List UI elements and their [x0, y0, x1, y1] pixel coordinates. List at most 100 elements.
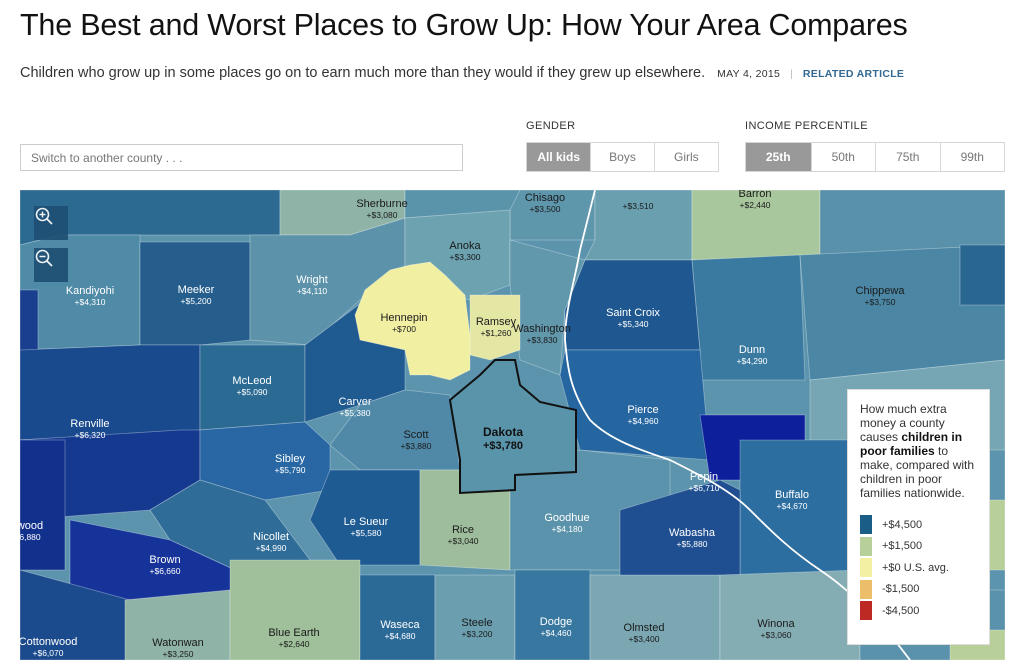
- map-legend: How much extra money a county causes chi…: [847, 389, 990, 645]
- county-label: Washington: [513, 323, 571, 335]
- county-value: +$6,660: [150, 566, 181, 576]
- county-value: +$3,200: [462, 629, 493, 639]
- page-title: The Best and Worst Places to Grow Up: Ho…: [20, 8, 908, 42]
- county-value: 6,880: [20, 532, 41, 542]
- legend-item: +$1,500: [860, 536, 977, 558]
- percentile-option-25th[interactable]: 25th: [746, 143, 811, 171]
- county-shape-waseca[interactable]: [359, 574, 436, 660]
- county-value: +$3,250: [163, 649, 194, 659]
- legend-description: How much extra money a county causes chi…: [860, 402, 975, 500]
- county-value: +$3,300: [450, 252, 481, 262]
- county-shape-chisago[interactable]: [509, 190, 596, 241]
- zoom-in-button[interactable]: [34, 206, 68, 240]
- county-shape-ramsey[interactable]: [469, 294, 521, 361]
- county-label: Steele: [461, 617, 492, 629]
- related-article-link[interactable]: RELATED ARTICLE: [802, 68, 905, 80]
- county-value: +$3,400: [629, 634, 660, 644]
- county-label: Sibley: [275, 453, 305, 465]
- county-value: +$5,790: [275, 465, 306, 475]
- county-label: Waseca: [380, 619, 420, 631]
- county-value: +$6,320: [75, 430, 106, 440]
- county-label: Chisago: [525, 192, 565, 204]
- county-shape-le-sueur[interactable]: [309, 469, 421, 566]
- county-value: +$5,200: [181, 296, 212, 306]
- county-shape-eau-claire[interactable]: [959, 244, 1005, 306]
- county-label: Barron: [738, 190, 771, 200]
- percentile-option-50th[interactable]: 50th: [810, 143, 875, 171]
- gender-option-all-kids[interactable]: All kids: [527, 143, 591, 171]
- county-value: +$4,960: [628, 416, 659, 426]
- county-value: +$700: [392, 324, 416, 334]
- legend-item: +$4,500: [860, 514, 977, 536]
- county-shape-blue-earth[interactable]: [229, 559, 361, 660]
- county-search-input[interactable]: [20, 144, 463, 171]
- county-shape-olmsted[interactable]: [589, 574, 721, 660]
- county-label: Dodge: [540, 616, 572, 628]
- county-label: Cottonwood: [20, 636, 77, 648]
- county-shape-saint-croix[interactable]: [564, 259, 701, 351]
- county-shape-renville[interactable]: [20, 344, 201, 441]
- river-line: [564, 190, 911, 660]
- county-shape-cottonwood[interactable]: [20, 569, 131, 660]
- county-value: +$3,500: [530, 204, 561, 214]
- county-label: Dunn: [739, 344, 765, 356]
- county-value: +$6,070: [33, 648, 64, 658]
- county-label: Chippewa: [856, 285, 906, 297]
- subtitle-row: Children who grow up in some places go o…: [20, 65, 904, 81]
- county-shape-dunn[interactable]: [691, 254, 806, 381]
- legend-item: -$1,500: [860, 579, 977, 601]
- county-value: +$6,710: [689, 483, 720, 493]
- county-shape-north-west[interactable]: [20, 190, 281, 246]
- county-value: +$4,670: [777, 501, 808, 511]
- county-label: Sherburne: [356, 198, 407, 210]
- county-value: +$3,040: [448, 536, 479, 546]
- county-value: +$3,080: [367, 210, 398, 220]
- county-value: +$4,990: [256, 543, 287, 553]
- county-shape-watonwan[interactable]: [124, 589, 231, 660]
- gender-selector: All kids Boys Girls: [526, 142, 719, 172]
- county-shape-rusk[interactable]: [819, 190, 1005, 256]
- income-percentile-label: INCOME PERCENTILE: [745, 120, 868, 132]
- gender-label: GENDER: [526, 120, 576, 132]
- legend-items: +$4,500 +$1,500 +$0 U.S. avg. -$1,500 -$…: [860, 514, 977, 622]
- county-label: Dakota: [483, 425, 523, 439]
- county-label: Scott: [403, 429, 428, 441]
- county-value: +$5,580: [351, 528, 382, 538]
- county-label: Anoka: [449, 240, 481, 252]
- county-value: +$3,060: [761, 630, 792, 640]
- county-label: Saint Croix: [606, 307, 660, 319]
- county-shape-chippewa[interactable]: [799, 244, 1005, 381]
- county-shape-dakota[interactable]: [448, 359, 577, 495]
- zoom-in-icon: [35, 207, 53, 225]
- county-shape-redwood-west[interactable]: [20, 439, 66, 571]
- percentile-option-99th[interactable]: 99th: [939, 143, 1004, 171]
- county-shape-dodge[interactable]: [514, 569, 591, 660]
- county-value: +$3,880: [401, 441, 432, 451]
- gender-option-girls[interactable]: Girls: [653, 143, 718, 171]
- county-label: Meeker: [178, 284, 215, 296]
- county-shape-winona[interactable]: [719, 569, 861, 660]
- county-value: +$3,780: [483, 440, 523, 452]
- county-value: +$5,380: [340, 408, 371, 418]
- county-label: Pepin: [690, 471, 718, 483]
- gender-option-boys[interactable]: Boys: [590, 143, 654, 171]
- county-shape-steele[interactable]: [434, 574, 516, 660]
- county-label: Rice: [452, 524, 474, 536]
- county-value: +$4,290: [737, 356, 768, 366]
- county-value: +$5,340: [618, 319, 649, 329]
- county-shape-pierce[interactable]: [559, 349, 711, 461]
- county-shape-wabasha[interactable]: [619, 479, 741, 581]
- percentile-option-75th[interactable]: 75th: [875, 143, 940, 171]
- county-label: Winona: [757, 618, 795, 630]
- county-label: McLeod: [232, 375, 271, 387]
- county-label: wood: [20, 520, 43, 532]
- county-label: Olmsted: [624, 622, 665, 634]
- zoom-out-button[interactable]: [34, 248, 68, 282]
- county-value: +$4,110: [297, 286, 328, 296]
- county-shape-meeker[interactable]: [139, 241, 251, 346]
- county-label: Brown: [149, 554, 180, 566]
- county-label: Buffalo: [775, 489, 809, 501]
- county-label: Pierce: [627, 404, 658, 416]
- county-value: +$2,640: [279, 639, 310, 649]
- county-label: Le Sueur: [344, 516, 389, 528]
